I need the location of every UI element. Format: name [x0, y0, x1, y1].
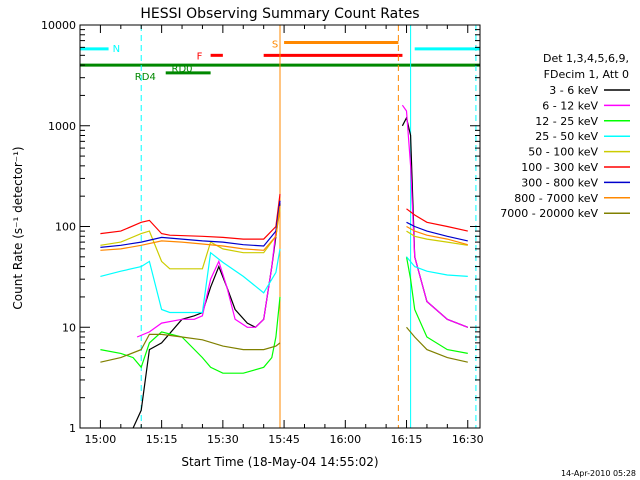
y-axis-label: Count Rate (s⁻¹ detector⁻¹)	[11, 146, 25, 309]
flag-label-f: F	[197, 51, 203, 62]
x-tick-label-2: 15:30	[207, 433, 239, 446]
legend-header-1: Det 1,3,4,5,6,9,	[543, 52, 629, 65]
series-line-2	[100, 256, 468, 374]
y-tick-label-2: 100	[55, 221, 76, 234]
flag-label-rd4: RD4	[135, 72, 156, 83]
series-line-5	[100, 193, 468, 240]
x-tick-label-0: 15:00	[85, 433, 117, 446]
legend-label-8: 7000 - 20000 keV	[500, 207, 598, 220]
chart-title: HESSI Observing Summary Count Rates	[140, 6, 419, 22]
x-tick-label-5: 16:15	[391, 433, 423, 446]
legend-label-1: 6 - 12 keV	[542, 99, 598, 112]
y-tick-label-3: 1000	[48, 120, 76, 133]
legend-header-2: FDecim 1, Att 0	[544, 68, 629, 81]
x-tick-label-3: 15:45	[268, 433, 300, 446]
series-line-0	[132, 116, 469, 429]
legend-label-0: 3 - 6 keV	[549, 84, 598, 97]
flag-label-n: N	[113, 44, 120, 55]
axes: 15:00 15:15 15:30 15:45 16:00 16:15 16:30 1 10 10…	[41, 19, 484, 446]
x-tick-label-1: 15:15	[146, 433, 178, 446]
series-line-8	[100, 326, 468, 363]
y-tick-label-0: 1	[69, 422, 76, 435]
legend-label-7: 800 - 7000 keV	[514, 192, 598, 205]
legend-label-3: 25 - 50 keV	[535, 130, 598, 143]
flag-label-rd0: RD0	[172, 64, 193, 75]
x-tick-label-4: 16:00	[329, 433, 361, 446]
legend: Det 1,3,4,5,6,9, FDecim 1, Att 0 3 - 6 k…	[500, 52, 630, 220]
x-axis-label: Start Time (18-May-04 14:55:02)	[181, 455, 378, 469]
y-tick-label-4: 10000	[41, 19, 76, 32]
series-line-3	[100, 248, 468, 314]
x-tick-label-6: 16:30	[452, 433, 484, 446]
legend-label-4: 50 - 100 keV	[528, 146, 598, 159]
series-line-1	[136, 104, 469, 338]
legend-label-2: 12 - 25 keV	[535, 115, 598, 128]
legend-label-5: 100 - 300 keV	[521, 161, 598, 174]
series-line-7	[100, 205, 468, 251]
flag-label-s: S	[272, 40, 278, 51]
y-tick-label-1: 10	[62, 321, 76, 334]
series-line-4	[100, 208, 468, 270]
series-lines	[100, 104, 469, 429]
footer-stamp: 14-Apr-2010 05:28	[561, 469, 636, 478]
series-line-6	[100, 200, 468, 248]
legend-label-6: 300 - 800 keV	[521, 176, 598, 189]
